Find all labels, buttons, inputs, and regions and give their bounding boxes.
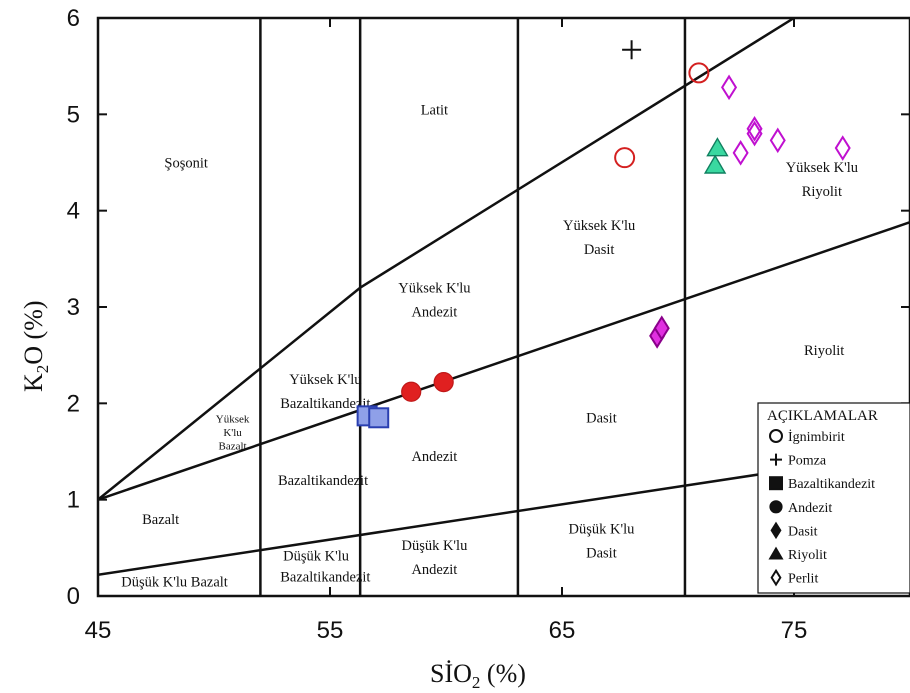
field-label-small: K'lu [223, 427, 242, 439]
point-perlit [834, 135, 851, 161]
field-label: Dasit [586, 545, 617, 561]
boundary-line [98, 221, 910, 501]
point-perlit [746, 120, 763, 147]
field-label: Yüksek K'lu [786, 160, 858, 176]
field-label: Andezit [411, 449, 457, 465]
legend-label: Dasit [788, 524, 818, 539]
field-label: Şoşonit [164, 155, 208, 171]
point-dasit [653, 315, 670, 342]
field-label-small: Bazalt [219, 441, 247, 453]
point-i-gnimbirit [688, 62, 710, 84]
point-andezit [433, 372, 454, 393]
y-tick-label: 6 [67, 5, 80, 32]
point-pomza [622, 40, 642, 60]
legend-label: Riyolit [788, 548, 827, 563]
y-tick-label: 3 [67, 294, 80, 321]
field-label: Düşük K'lu Bazalt [121, 574, 228, 590]
field-label: Düşük K'lu [401, 538, 467, 554]
x-tick-label: 65 [549, 617, 576, 644]
point-riyolit [706, 137, 729, 157]
legend-label: Bazaltikandezit [788, 477, 875, 492]
y-tick-label: 1 [67, 487, 80, 514]
legend-marker [769, 500, 783, 514]
field-label: Latit [421, 102, 448, 118]
field-label: Bazalt [142, 512, 179, 528]
point-andezit [401, 381, 422, 402]
legend-marker [769, 476, 783, 491]
legend-marker [770, 453, 782, 466]
field-label: Yüksek K'lu [563, 218, 635, 234]
field-label: Bazaltikandezit [280, 396, 370, 412]
point-perlit [769, 127, 786, 154]
data-points [356, 40, 851, 429]
legend-label: Pomza [788, 454, 827, 469]
point-perlit [746, 115, 763, 142]
legend-label: Perlit [788, 572, 818, 587]
field-label-small: Yüksek [216, 414, 250, 426]
field-label: Yüksek K'lu [289, 372, 361, 388]
field-label: Riyolit [802, 184, 842, 200]
legend-marker [769, 429, 783, 443]
field-labels: Şoşonit Latit Yüksek K'lu Andezit Yüksek K'l… [121, 102, 858, 590]
x-axis: 45 55 65 75 [85, 18, 808, 644]
y-axis-title: K2O (%) [19, 300, 52, 392]
point-riyolit [703, 154, 727, 174]
field-label: Yüksek K'lu [398, 281, 470, 297]
field-label: Riyolit [804, 343, 844, 359]
boundary-line [359, 18, 795, 289]
y-tick-label: 2 [67, 390, 80, 417]
point-perlit [721, 74, 738, 101]
x-tick-label: 75 [781, 617, 808, 644]
y-axis: 0 1 2 3 4 5 6 [67, 5, 910, 610]
y-tick-label: 4 [67, 198, 80, 225]
legend-marker [770, 568, 782, 587]
point-i-gnimbirit [614, 147, 636, 169]
field-label: Bazaltikandezit [278, 473, 368, 489]
legend: AÇIKLAMALAR İgnimbirit Pomza Bazaltikandez… [757, 402, 910, 594]
field-label: Andezit [411, 305, 457, 321]
y-tick-label: 5 [67, 101, 80, 128]
field-label: Dasit [584, 242, 615, 258]
field-label: Düşük K'lu [283, 548, 349, 564]
boundary-line [98, 286, 361, 501]
y-tick-label: 0 [67, 583, 80, 610]
field-label: Dasit [586, 411, 617, 427]
field-label: Düşük K'lu [569, 521, 635, 537]
legend-items: İgnimbirit Pomza Bazaltikandezit Andezit Das… [768, 429, 875, 587]
x-tick-label: 55 [317, 617, 344, 644]
x-axis-title: SİO2 (%) [430, 659, 526, 692]
plot-area: Şoşonit Latit Yüksek K'lu Andezit Yüksek K'l… [96, 16, 910, 598]
point-bazaltikandezit [368, 407, 390, 429]
legend-marker [768, 546, 784, 560]
point-perlit [732, 140, 749, 166]
legend-box [757, 402, 910, 594]
field-label: Andezit [411, 562, 457, 578]
x-tick-label: 45 [85, 617, 112, 644]
legend-marker [770, 521, 782, 540]
legend-title: AÇIKLAMALAR [767, 408, 878, 424]
legend-label: İgnimbirit [788, 429, 845, 445]
field-label: Bazaltikandezit [280, 570, 370, 586]
legend-label: Andezit [788, 501, 832, 516]
